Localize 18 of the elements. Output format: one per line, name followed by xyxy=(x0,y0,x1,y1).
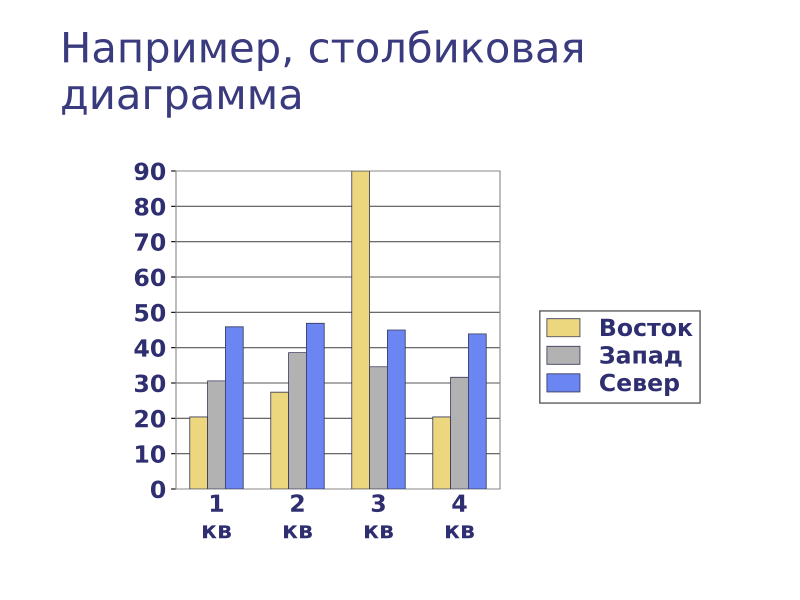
x-tick-label: 1 кв xyxy=(203,494,231,538)
legend-label: Восток xyxy=(601,318,693,336)
y-tick-label: 60 xyxy=(134,268,166,286)
y-tick-label: 50 xyxy=(135,304,166,322)
y-tick-label: 20 xyxy=(135,410,166,428)
chart-title: Например, столбиковая диаграмма xyxy=(62,30,582,118)
legend-label: Запад xyxy=(600,346,682,367)
x-tick-label: 4 кв xyxy=(446,494,474,538)
y-tick-label: 80 xyxy=(134,198,166,216)
y-tick-label: 10 xyxy=(136,445,166,463)
y-tick-label: 0 xyxy=(150,480,166,498)
x-tick-label: 2 кв xyxy=(284,494,312,538)
legend-label: Север xyxy=(600,374,679,396)
y-tick-label: 30 xyxy=(135,374,166,392)
y-tick-label: 70 xyxy=(135,233,166,251)
y-tick-label: 40 xyxy=(134,339,166,357)
x-tick-label: 3 кв xyxy=(365,494,393,538)
y-tick-label: 90 xyxy=(134,162,166,180)
